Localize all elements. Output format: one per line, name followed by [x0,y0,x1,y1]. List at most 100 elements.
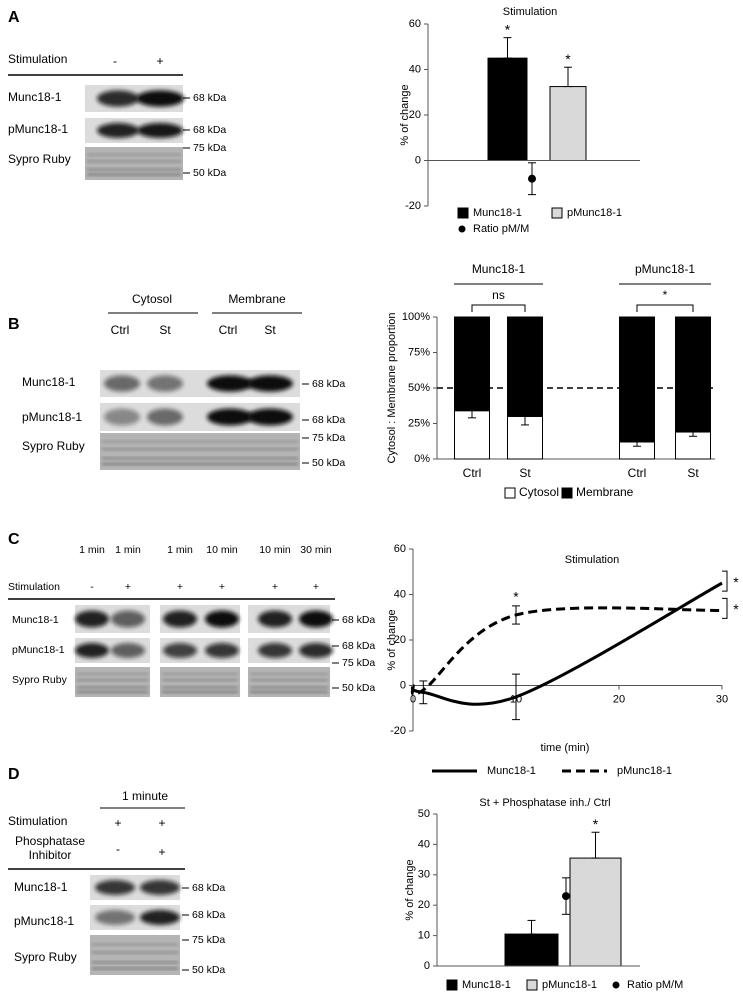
blot-stain [92,943,178,946]
condition-label: Phosphatase Inhibitor [14,834,86,862]
lane-label: - [116,842,120,856]
marker-label: 68 kDa [312,414,345,426]
y-tick-label: 50% [408,382,430,394]
marker-label: 75 kDa [192,934,225,946]
y-tick-label: 40 [418,838,430,850]
legend-label: Ratio pM/M [627,979,683,991]
error-bar [564,66,572,88]
panel-label: D [8,766,20,783]
row-label: Sypro Ruby [8,152,71,166]
x-tick-label: 20 [613,693,625,705]
y-tick-label: 100% [402,311,430,323]
blot-stain [102,462,298,466]
legend-label: Membrane [576,485,634,499]
y-tick-label: 0% [414,453,430,465]
blot-band [163,643,197,658]
blot-band [104,408,140,426]
x-tick-label: 30 [716,693,728,705]
y-tick-label: 20 [394,634,406,646]
error-bar [503,37,512,59]
y-tick-label: 0 [415,154,421,166]
marker-label: 68 kDa [342,614,375,626]
blot-stain [87,159,181,163]
blot-band [163,610,197,628]
lane-label: + [219,581,225,593]
error-bar [591,831,600,859]
significance: * [505,21,511,37]
bar-segment [454,316,490,412]
lane-label: + [156,54,163,68]
blot-band [247,408,293,426]
legend-swatch [504,487,516,499]
y-tick-label: -20 [405,200,421,212]
chart-title: Stimulation [503,6,557,18]
y-tick-label: 20 [418,899,430,911]
x-tick-label: St [519,466,531,480]
x-tick-label: St [687,466,699,480]
group-label: Munc18-1 [472,262,526,276]
blot-stain [77,678,148,682]
blot-stain [102,447,298,451]
blot-stain [250,678,328,682]
lane-label: + [313,581,319,593]
legend-swatch [551,207,563,219]
time-label: 1 min [79,544,105,556]
blot-band [299,610,333,628]
y-axis-label: % of change [399,84,411,145]
panel-label: C [8,531,20,548]
row-label: pMunc18-1 [12,644,65,656]
ratio-point [528,174,536,183]
time-label: 10 min [259,544,291,556]
series-line [410,606,723,696]
legend-label: pMunc18-1 [542,979,597,991]
group-label: pMunc18-1 [635,262,695,276]
legend-label: pMunc18-1 [617,765,672,777]
lane-label: + [177,581,183,593]
blot-stain [92,967,178,970]
blot-band [140,910,180,925]
blot-band [95,910,135,925]
y-tick-label: 10 [418,930,430,942]
blot-band [95,880,135,895]
blot-stain [162,690,238,694]
legend-swatch [446,979,458,991]
y-axis-label: % of change [404,859,416,920]
series-line [410,581,723,706]
blot-band [205,610,239,628]
lane-label: + [114,816,121,830]
row-label: Munc18-1 [12,614,59,626]
blot-stain [250,672,328,676]
condition-label: Stimulation [8,814,67,828]
blot-stain [92,961,178,964]
row-label: pMunc18-1 [8,122,68,136]
marker-label: 68 kDa [193,92,226,104]
marker-label: 50 kDa [193,167,226,179]
legend-swatch [526,979,538,991]
blot-band [104,375,140,392]
row-label: Munc18-1 [22,375,76,389]
error-bar [527,919,536,935]
group-label: Cytosol [132,292,172,306]
bar-segment [507,316,543,417]
time-label: 10 min [206,544,238,556]
blot-stain [77,686,148,689]
bar [487,57,528,161]
header-label: 1 minute [122,789,168,803]
lane-label: - [90,581,94,593]
lane-label: St [159,323,171,337]
y-tick-label: 75% [408,346,430,358]
comparison-label: ns [492,288,505,302]
comparison-label: * [663,288,668,302]
lane-label: Ctrl [111,323,130,337]
y-tick-label: 30 [418,869,430,881]
comparison-bracket [471,304,526,312]
x-tick-label: Ctrl [628,466,647,480]
y-tick-label: 25% [408,417,430,429]
blot-stain [87,173,181,177]
marker-label: 75 kDa [342,657,375,669]
significance: * [733,574,739,590]
significance-bracket [722,570,728,592]
marker-label: 50 kDa [192,964,225,976]
blot-band [299,643,333,658]
